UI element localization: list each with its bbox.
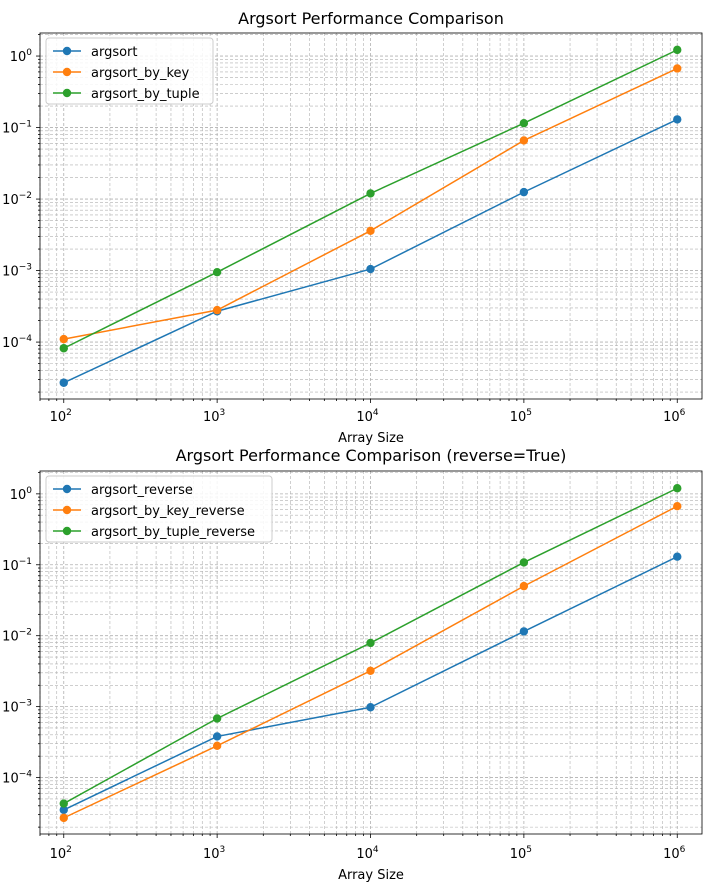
y-tick-label: 10−1 <box>2 557 32 574</box>
x-tick-label: 102 <box>50 408 72 425</box>
x-tick-label: 106 <box>663 408 686 425</box>
y-tick-label: 10−2 <box>2 191 32 208</box>
data-point-argsort-by-key <box>366 226 375 235</box>
x-tick-label: 103 <box>203 845 225 862</box>
y-tick-label: 10−3 <box>2 263 32 280</box>
data-point-argsort-by-key <box>212 305 222 315</box>
data-point-argsort <box>519 187 529 197</box>
legend-label: argsort_by_tuple <box>91 87 200 102</box>
legend-label: argsort_by_tuple_reverse <box>91 525 255 540</box>
y-tick-label: 100 <box>10 486 33 503</box>
data-point-argsort-by-tuple <box>673 45 682 55</box>
legend-label: argsort_by_key <box>91 66 190 81</box>
x-tick-label: 104 <box>356 845 379 862</box>
data-point-argsort-by-tuple-reverse <box>519 558 529 567</box>
chart-argsort-performance: 102 103 104 105 106 10−4 10−3 10−2 10−1 100 Argsor… <box>2 9 703 446</box>
data-point-argsort-reverse <box>59 805 68 815</box>
data-point-argsort-by-key <box>519 136 529 145</box>
data-point-argsort-by-tuple-reverse <box>212 714 222 723</box>
data-point-argsort <box>366 264 375 274</box>
x-tick-label: 103 <box>203 408 225 425</box>
legend-swatch-marker <box>62 46 72 56</box>
y-tick-label: 10−3 <box>2 699 32 716</box>
data-point-argsort-by-tuple-reverse <box>673 484 682 493</box>
data-point-argsort-by-tuple-reverse <box>366 638 375 648</box>
y-tick-label: 100 <box>10 48 33 65</box>
chart-argsort-performance-reverse: 102 103 104 105 106 10−4 10−3 10−2 10−1 100 Argsor… <box>2 446 703 883</box>
data-point-argsort-reverse <box>673 552 682 561</box>
chart-title: Argsort Performance Comparison <box>238 9 504 28</box>
y-tick-label: 10−4 <box>2 770 32 787</box>
x-axis-label: Array Size <box>338 431 404 446</box>
x-tick-label: 106 <box>663 845 686 862</box>
legend-swatch-marker <box>62 484 72 494</box>
data-point-argsort-by-tuple <box>59 344 68 353</box>
data-point-argsort-by-key-reverse <box>673 501 682 511</box>
legend-box <box>45 475 273 543</box>
data-point-argsort-by-tuple <box>212 267 222 277</box>
data-point-argsort-by-tuple <box>366 189 375 198</box>
axes-frame <box>39 470 703 835</box>
y-tick-label: 10−1 <box>2 120 32 137</box>
data-point-argsort-by-key <box>673 64 682 73</box>
data-point-argsort-by-key-reverse <box>519 581 529 591</box>
x-tick-label: 102 <box>50 845 72 862</box>
y-tick-label: 10−2 <box>2 628 32 645</box>
legend-label: argsort <box>91 45 138 60</box>
data-point-argsort-reverse <box>212 732 222 741</box>
data-point-argsort-by-key-reverse <box>366 666 375 675</box>
x-tick-label: 104 <box>356 408 379 425</box>
data-point-argsort-reverse <box>519 627 529 636</box>
chart-title: Argsort Performance Comparison (reverse=… <box>176 446 567 465</box>
legend-swatch-marker <box>62 505 72 515</box>
legend-swatch-marker <box>62 526 72 536</box>
x-tick-label: 105 <box>510 408 532 425</box>
data-point-argsort-by-key-reverse <box>212 741 222 751</box>
legend: argsort_reverse argsort_by_key_reversearg… <box>45 475 273 543</box>
data-point-argsort-by-key-reverse <box>59 813 68 823</box>
legend: argsort argsort_by_key argsort_by_tuple <box>45 37 214 105</box>
y-tick-label: 10−4 <box>2 334 32 351</box>
data-point-argsort-by-key <box>59 334 68 344</box>
legend-label: argsort_reverse <box>91 483 193 498</box>
data-point-argsort <box>673 115 682 124</box>
x-axis-label: Array Size <box>338 868 404 883</box>
data-point-argsort-by-tuple <box>519 119 529 128</box>
legend-swatch-marker <box>62 88 72 98</box>
data-point-argsort-by-tuple-reverse <box>59 799 68 808</box>
legend-box <box>45 37 214 105</box>
axes-frame <box>39 32 703 400</box>
legend-label: argsort_by_key_reverse <box>91 504 245 519</box>
data-point-argsort-reverse <box>366 703 375 712</box>
data-point-argsort <box>59 378 68 387</box>
legend-swatch-marker <box>62 67 72 77</box>
x-tick-label: 105 <box>510 845 532 862</box>
